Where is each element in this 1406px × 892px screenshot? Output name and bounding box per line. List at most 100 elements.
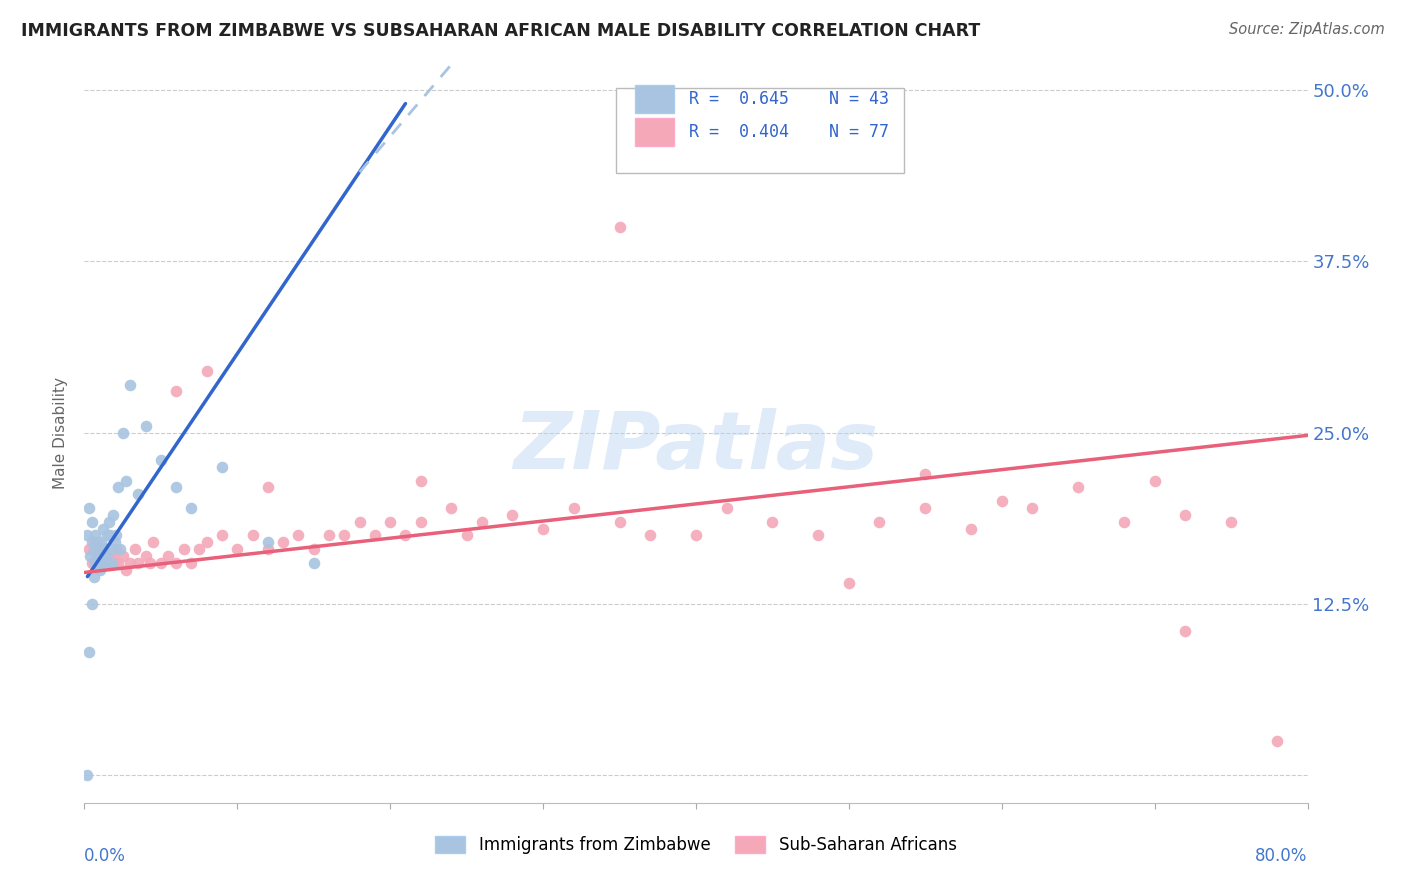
Point <box>80 535 103 549</box>
Point <box>104 535 127 549</box>
Point <box>114 474 136 488</box>
Point <box>135 549 157 563</box>
Point <box>86 549 108 563</box>
Point <box>638 528 661 542</box>
Point <box>114 563 136 577</box>
Point <box>96 549 118 563</box>
Point <box>107 480 129 494</box>
Point <box>135 418 157 433</box>
Bar <box>636 85 673 112</box>
Point <box>149 453 172 467</box>
Point <box>609 515 631 529</box>
Text: IMMIGRANTS FROM ZIMBABWE VS SUBSAHARAN AFRICAN MALE DISABILITY CORRELATION CHART: IMMIGRANTS FROM ZIMBABWE VS SUBSAHARAN A… <box>21 22 980 40</box>
Point <box>77 645 100 659</box>
Point <box>257 480 280 494</box>
Point <box>98 528 121 542</box>
Point <box>76 528 98 542</box>
Point <box>914 501 936 516</box>
Bar <box>636 118 673 146</box>
Point <box>80 515 103 529</box>
Point <box>195 364 218 378</box>
Point <box>107 556 129 570</box>
Point <box>91 556 114 570</box>
Point <box>83 569 105 583</box>
Point <box>609 219 631 234</box>
Point <box>77 542 100 557</box>
Point <box>173 542 195 557</box>
Point <box>83 542 105 557</box>
Point <box>79 549 101 563</box>
Point <box>89 542 111 557</box>
Point <box>89 542 111 557</box>
Point <box>120 377 142 392</box>
Point <box>180 501 202 516</box>
Point <box>127 556 149 570</box>
Point <box>93 542 115 557</box>
Point <box>716 501 738 516</box>
Point <box>84 528 107 542</box>
Point <box>90 549 112 563</box>
Point <box>105 528 128 542</box>
Point <box>139 556 162 570</box>
Point <box>1265 734 1288 748</box>
Point <box>761 515 783 529</box>
Point <box>211 528 233 542</box>
Point <box>91 522 114 536</box>
Point <box>86 549 108 563</box>
Point <box>108 542 131 557</box>
Point <box>80 556 103 570</box>
Point <box>101 556 124 570</box>
Point <box>409 515 432 529</box>
Point <box>960 522 983 536</box>
Point <box>1067 480 1090 494</box>
Point <box>97 515 120 529</box>
Point <box>98 549 121 563</box>
Point <box>302 556 325 570</box>
Point <box>165 480 187 494</box>
Text: 0.0%: 0.0% <box>84 847 127 865</box>
Point <box>364 528 387 542</box>
Text: R =  0.404    N = 77: R = 0.404 N = 77 <box>689 123 889 141</box>
Point <box>80 597 103 611</box>
Point <box>562 501 585 516</box>
Point <box>111 425 134 440</box>
Point <box>257 535 280 549</box>
Point <box>127 487 149 501</box>
Point <box>165 384 187 399</box>
Point <box>1114 515 1136 529</box>
Point <box>84 556 107 570</box>
Point <box>287 528 309 542</box>
Point <box>211 459 233 474</box>
Point <box>188 542 211 557</box>
Point <box>195 535 218 549</box>
Point <box>318 528 340 542</box>
Text: R =  0.645    N = 43: R = 0.645 N = 43 <box>689 90 889 108</box>
Text: 80.0%: 80.0% <box>1256 847 1308 865</box>
Point <box>84 535 107 549</box>
Point <box>124 542 146 557</box>
Point <box>838 576 860 591</box>
Point <box>157 549 180 563</box>
Point <box>440 501 463 516</box>
Point <box>349 515 371 529</box>
Point <box>333 528 356 542</box>
Point <box>180 556 202 570</box>
Point <box>257 542 280 557</box>
Point <box>242 528 264 542</box>
Point <box>77 501 100 516</box>
Point <box>531 522 554 536</box>
Y-axis label: Male Disability: Male Disability <box>53 376 69 489</box>
Point <box>87 556 110 570</box>
Point <box>380 515 402 529</box>
Point <box>76 768 98 782</box>
Point <box>1220 515 1243 529</box>
Point <box>97 556 120 570</box>
Point <box>103 508 125 522</box>
Point <box>149 556 172 570</box>
Point <box>471 515 494 529</box>
Point <box>96 556 118 570</box>
Text: ZIPatlas: ZIPatlas <box>513 409 879 486</box>
Point <box>502 508 524 522</box>
Point <box>226 542 249 557</box>
Point <box>685 528 707 542</box>
